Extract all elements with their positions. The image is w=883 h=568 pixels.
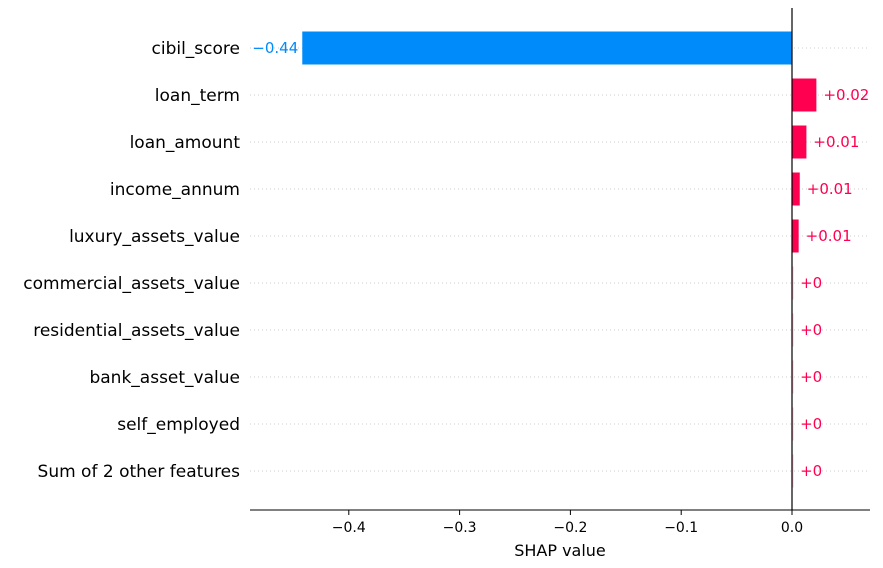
bar [302, 31, 792, 65]
feature-label: income_annum [110, 180, 240, 200]
x-ticks: −0.4 −0.3 −0.2 −0.1 0.0 [332, 510, 803, 536]
bar [792, 360, 794, 394]
feature-label: loan_amount [130, 133, 241, 153]
x-tick-label: −0.4 [332, 520, 366, 536]
bar [792, 125, 807, 159]
value-label: −0.44 [252, 39, 298, 57]
x-axis-title: SHAP value [514, 541, 606, 560]
x-tick-label: −0.1 [664, 520, 698, 536]
feature-label: Sum of 2 other features [38, 462, 241, 482]
value-label: +0 [800, 415, 822, 433]
x-tick-label: 0.0 [781, 520, 803, 536]
value-label: +0.01 [813, 133, 859, 151]
bar [792, 219, 799, 253]
bar [792, 313, 794, 347]
feature-label: cibil_score [152, 39, 241, 59]
feature-label: bank_asset_value [89, 368, 240, 388]
value-label: +0 [800, 274, 822, 292]
value-label: +0.02 [823, 86, 869, 104]
bar [792, 78, 817, 112]
value-label: +0 [800, 462, 822, 480]
feature-label: commercial_assets_value [23, 274, 240, 294]
feature-label: residential_assets_value [33, 321, 240, 341]
bars [302, 31, 817, 488]
bar [792, 407, 794, 441]
feature-label: luxury_assets_value [69, 227, 240, 247]
value-label: +0 [800, 368, 822, 386]
bar [792, 266, 794, 300]
gridlines [250, 47, 870, 472]
bar [792, 172, 800, 206]
x-tick-label: −0.2 [553, 520, 587, 536]
value-label: +0.01 [807, 180, 853, 198]
feature-label: self_employed [117, 415, 240, 435]
value-label: +0.01 [806, 227, 852, 245]
labels: cibil_score −0.44 loan_term +0.02 loan_amoun… [23, 39, 869, 482]
feature-label: loan_term [155, 86, 240, 106]
bar [792, 454, 794, 488]
x-tick-label: −0.3 [443, 520, 477, 536]
value-label: +0 [800, 321, 822, 339]
